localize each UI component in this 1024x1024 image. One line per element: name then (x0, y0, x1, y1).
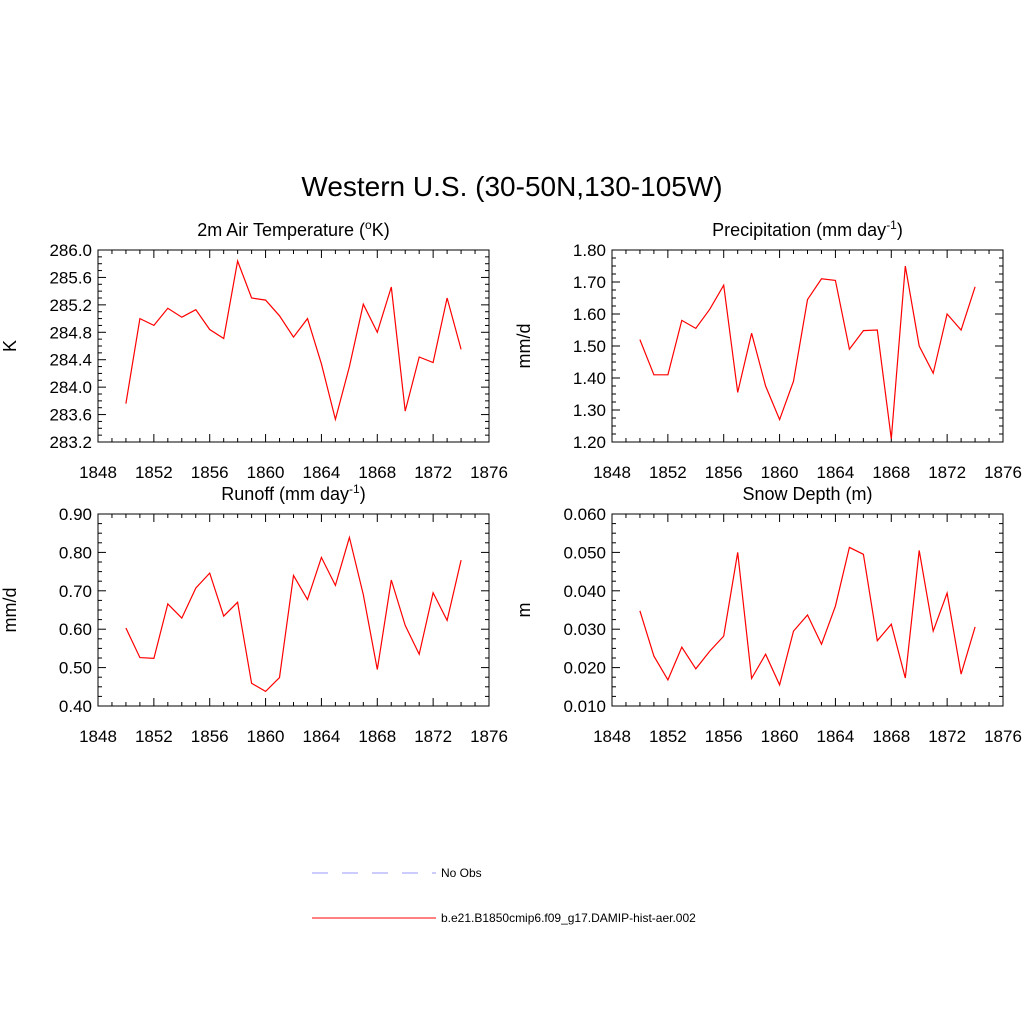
x-tick-label: 1856 (705, 727, 743, 746)
y-tick-label: 1.30 (573, 401, 606, 420)
y-tick-label: 0.030 (563, 620, 606, 639)
series-line (125, 535, 462, 693)
y-tick-label: 283.2 (49, 433, 92, 452)
x-tick-label: 1872 (928, 727, 966, 746)
y-axis-label: mm/d (514, 324, 534, 369)
x-tick-label: 1852 (649, 727, 687, 746)
main-title: Western U.S. (30-50N,130-105W) (301, 171, 722, 202)
legend: No Obs b.e21.B1850cmip6.f09_g17.DAMIP-his… (312, 866, 696, 925)
x-tick-label: 1856 (705, 463, 743, 482)
y-tick-label: 0.010 (563, 697, 606, 716)
x-tick-label: 1872 (928, 463, 966, 482)
panels: 2m Air Temperature (oK) K 283.2 283.6 284.0 2… (0, 218, 1022, 746)
plot-frame (97, 249, 490, 443)
panel-title-sup: -1 (349, 482, 360, 496)
y-tick-label: 1.70 (573, 273, 606, 292)
y-tick-label: 0.40 (59, 697, 92, 716)
x-tick-label: 1864 (817, 727, 855, 746)
legend-label: b.e21.B1850cmip6.f09_g17.DAMIP-hist-aer.… (441, 911, 696, 925)
y-tick-label: 284.4 (49, 351, 92, 370)
y-tick-label: 1.40 (573, 369, 606, 388)
x-tick-label: 1848 (79, 727, 117, 746)
plot-frame (97, 513, 490, 707)
panel-title: Precipitation (mm day-1) (712, 218, 903, 240)
y-tick-label: 1.60 (573, 305, 606, 324)
x-tick-label: 1868 (872, 463, 910, 482)
panel-title: Snow Depth (m) (742, 484, 872, 504)
y-tick-label: 285.2 (49, 296, 92, 315)
panel-title-text: 2m Air Temperature ( (197, 220, 365, 240)
x-tick-label: 1864 (303, 463, 341, 482)
panel-title: Runoff (mm day-1) (221, 482, 365, 504)
x-tick-label: 1876 (470, 463, 508, 482)
x-tick-label: 1872 (414, 727, 452, 746)
series-line (125, 258, 462, 422)
y-tick-label: 283.6 (49, 406, 92, 425)
panel-1: 2m Air Temperature (oK) K 283.2 283.6 284.0 2… (0, 218, 508, 482)
panel-title: 2m Air Temperature (oK) (197, 218, 389, 240)
panel-3: Runoff (mm day-1) mm/d 0.40 0.50 0.60 0.70 0.8… (0, 482, 508, 746)
panel-title-text: Runoff (mm day (221, 484, 349, 504)
x-tick-label: 1860 (761, 463, 799, 482)
x-tick-label: 1864 (303, 727, 341, 746)
panel-title-sup: -1 (886, 218, 897, 232)
y-tick-label: 0.70 (59, 582, 92, 601)
x-tick-label: 1868 (358, 727, 396, 746)
panel-title-after: K) (372, 220, 390, 240)
y-axis-label: K (0, 340, 20, 352)
y-tick-label: 286.0 (49, 241, 92, 260)
y-tick-label: 0.040 (563, 582, 606, 601)
x-tick-label: 1852 (649, 463, 687, 482)
panel-title-text: Precipitation (mm day (712, 220, 886, 240)
x-tick-label: 1852 (135, 463, 173, 482)
x-tick-label: 1876 (984, 727, 1022, 746)
panel-2: Precipitation (mm day-1) mm/d 1.20 1.30 1.40… (514, 218, 1022, 482)
x-tick-label: 1848 (593, 463, 631, 482)
y-tick-label: 1.20 (573, 433, 606, 452)
series-line (639, 265, 976, 439)
panel-title-after: ) (897, 220, 903, 240)
panel-title-after: ) (360, 484, 366, 504)
x-tick-label: 1860 (761, 727, 799, 746)
plot-frame (611, 249, 1004, 443)
y-tick-label: 285.6 (49, 268, 92, 287)
x-tick-label: 1876 (470, 727, 508, 746)
series-line (639, 546, 976, 687)
y-axis-label: mm/d (0, 588, 20, 633)
panel-title-text: Snow Depth (m) (742, 484, 872, 504)
x-tick-label: 1860 (247, 463, 285, 482)
legend-label: No Obs (441, 866, 482, 880)
x-tick-label: 1856 (191, 727, 229, 746)
x-tick-label: 1848 (593, 727, 631, 746)
y-axis-label: m (514, 603, 534, 618)
y-tick-label: 0.060 (563, 505, 606, 524)
x-tick-label: 1848 (79, 463, 117, 482)
x-tick-label: 1876 (984, 463, 1022, 482)
plot-frame (611, 513, 1004, 707)
y-tick-label: 0.90 (59, 505, 92, 524)
y-tick-label: 1.50 (573, 337, 606, 356)
panel-4: Snow Depth (m) m 0.010 0.020 0.030 0.040 0.050… (514, 484, 1022, 746)
x-tick-label: 1864 (817, 463, 855, 482)
y-tick-label: 0.60 (59, 620, 92, 639)
y-tick-label: 0.80 (59, 543, 92, 562)
x-tick-label: 1852 (135, 727, 173, 746)
y-tick-label: 284.8 (49, 323, 92, 342)
y-tick-label: 0.50 (59, 659, 92, 678)
x-tick-label: 1860 (247, 727, 285, 746)
x-tick-label: 1868 (358, 463, 396, 482)
panel-title-sup: o (365, 218, 372, 232)
y-tick-label: 0.020 (563, 659, 606, 678)
y-tick-label: 0.050 (563, 543, 606, 562)
x-tick-label: 1856 (191, 463, 229, 482)
x-tick-label: 1868 (872, 727, 910, 746)
y-tick-label: 284.0 (49, 378, 92, 397)
x-tick-label: 1872 (414, 463, 452, 482)
y-tick-label: 1.80 (573, 241, 606, 260)
